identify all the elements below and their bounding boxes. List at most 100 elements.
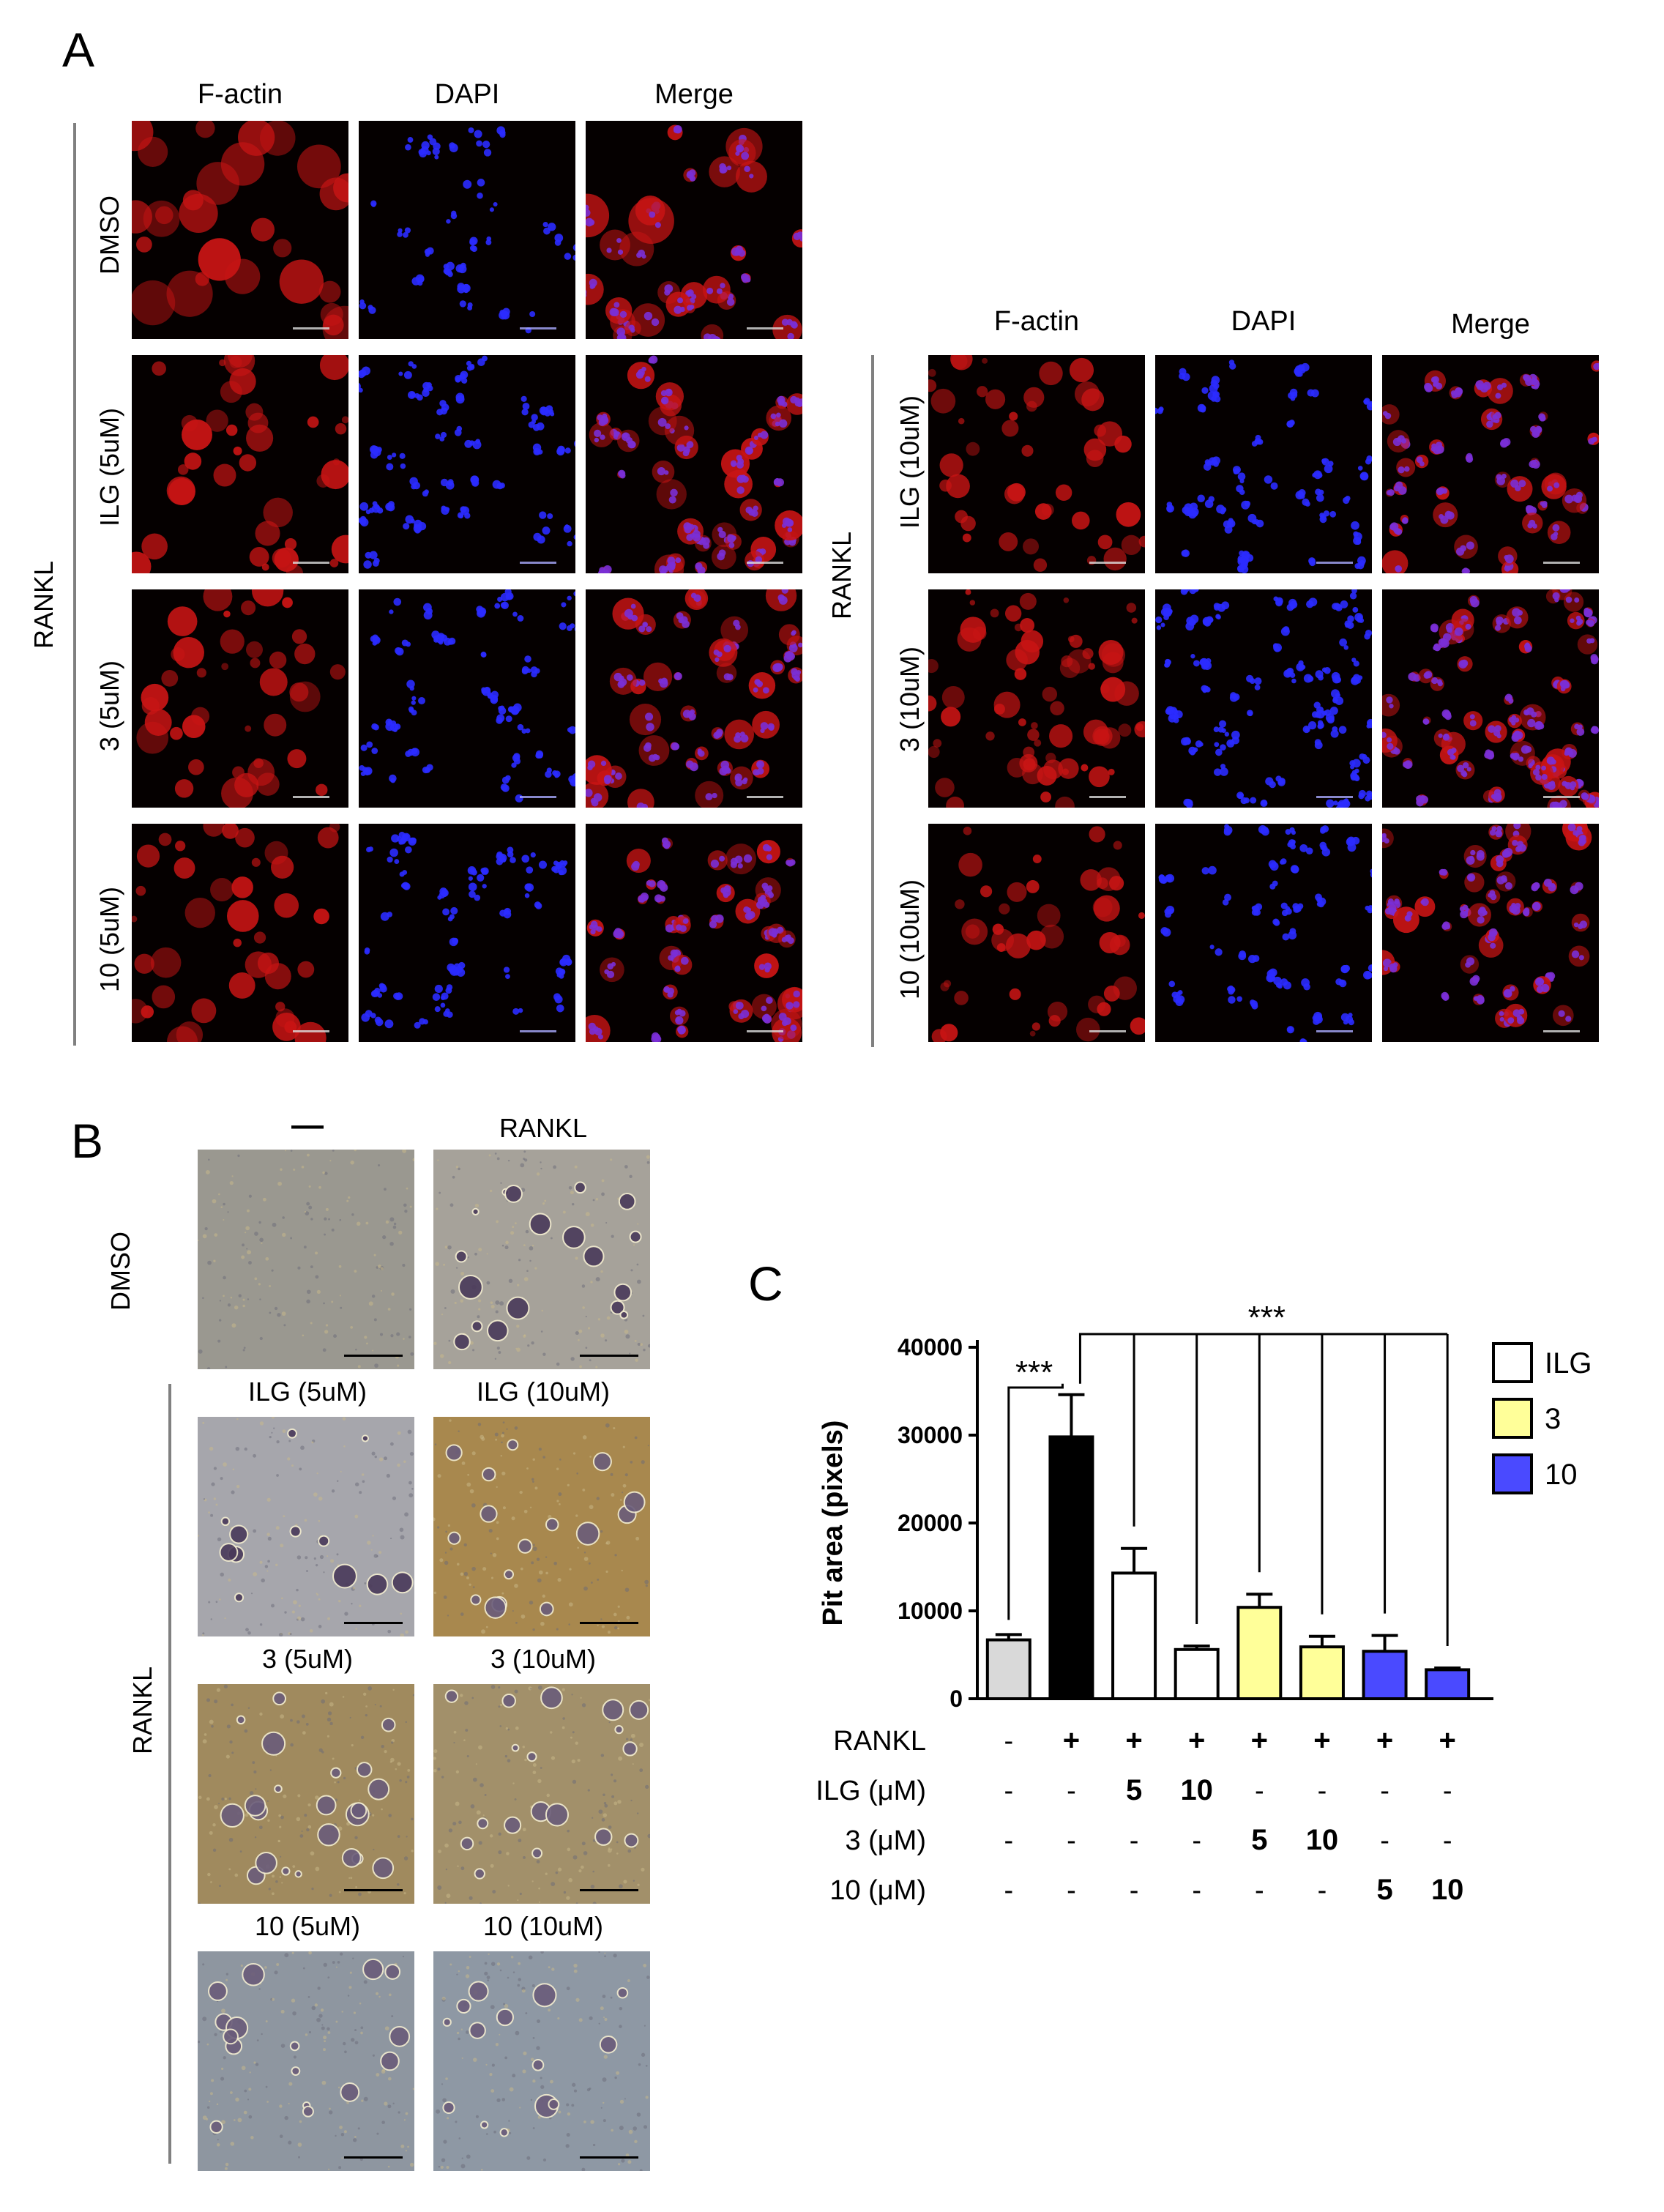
micrograph-ilg-10-merge: [1382, 355, 1599, 573]
pit-image-3-5: [198, 1684, 414, 1904]
row-label-10-5: 10 (5uM): [94, 886, 124, 993]
micrograph-dmso-dapi: [359, 121, 575, 339]
bar-2: [1048, 1435, 1094, 1700]
y-tick-label: 10000: [898, 1598, 963, 1624]
micrograph-dmso-factin: [132, 121, 348, 339]
table-cell: -: [1443, 1776, 1452, 1806]
micrograph-3-10-merge: [1382, 589, 1599, 808]
table-cell: -: [1255, 1776, 1264, 1806]
micrograph-ilg-5-merge: [586, 355, 802, 573]
sig-label-1: ***: [1015, 1355, 1053, 1390]
panel-a-left-group-label: RANKL: [29, 560, 59, 649]
legend-swatch-2: [1492, 1398, 1533, 1439]
table-row-label: 3 (μM): [845, 1825, 926, 1856]
panel-a-left-bracket: [73, 123, 76, 1046]
title-10-5: 10 (5uM): [254, 1911, 361, 1941]
y-tick-label: 0: [949, 1686, 963, 1712]
table-cell: -: [1380, 1825, 1389, 1856]
table-row-label: RANKL: [833, 1726, 926, 1757]
pit-image-dmso-rankl: [433, 1150, 650, 1369]
micrograph-ilg-10-dapi: [1155, 355, 1372, 573]
table-cell: +: [1188, 1724, 1205, 1757]
table-cell: 10: [1180, 1774, 1213, 1806]
table-cell: -: [1067, 1776, 1076, 1806]
micrograph-10-10-merge: [1382, 824, 1599, 1042]
bar-5: [1236, 1606, 1283, 1701]
sig-bracket-2: [1078, 1333, 1448, 1384]
table-cell: -: [1067, 1825, 1076, 1856]
panel-b-letter: B: [71, 1114, 104, 1168]
legend-swatch-3: [1492, 1453, 1533, 1494]
micrograph-ilg-5-factin: [132, 355, 348, 573]
col-header-merge-right: Merge: [1451, 309, 1530, 340]
table-cell: -: [1004, 1776, 1013, 1806]
table-cell: -: [1192, 1875, 1201, 1906]
table-cell: +: [1251, 1724, 1268, 1757]
table-cell: 5: [1251, 1824, 1267, 1856]
pit-area-chart: 0 10000 20000 30000 40000 Pit area (pixels) *…: [805, 1274, 1647, 1926]
row-label-dmso: DMSO: [94, 195, 124, 275]
pit-image-3-10: [433, 1684, 650, 1904]
panel-a-right-group-label: RANKL: [827, 531, 857, 620]
y-tick-label: 20000: [898, 1510, 963, 1536]
pit-area-chart-svg: 0 10000 20000 30000 40000 Pit area (pixels) *…: [816, 1300, 1592, 1906]
legend-label-3: 10: [1545, 1459, 1578, 1491]
pit-image-dmso-no-rankl: [198, 1150, 414, 1369]
title-ilg-5: ILG (5uM): [247, 1377, 368, 1407]
legend-swatch-1: [1492, 1342, 1533, 1383]
panel-a-right-bracket: [871, 355, 874, 1047]
micrograph-10-5-dapi: [359, 824, 575, 1042]
col-header-factin-right: F-actin: [993, 306, 1080, 337]
table-cell: -: [1067, 1875, 1076, 1906]
table-cell: +: [1063, 1724, 1080, 1757]
panel-c-letter: C: [748, 1256, 783, 1311]
legend-label-2: 3: [1545, 1403, 1561, 1435]
table-cell: +: [1376, 1724, 1393, 1757]
title-3-5: 3 (5uM): [261, 1644, 354, 1674]
table-cell: -: [1443, 1825, 1452, 1856]
micrograph-ilg-10-factin: [928, 355, 1145, 573]
micrograph-3-10-factin: [928, 589, 1145, 808]
sig-label-2: ***: [1248, 1300, 1286, 1336]
table-cell: -: [1380, 1776, 1389, 1806]
micrograph-10-10-factin: [928, 824, 1145, 1042]
micrograph-10-5-factin: [132, 824, 348, 1042]
sig-bracket-1: [1007, 1383, 1064, 1620]
panel-b-group-label: RANKL: [127, 1666, 157, 1755]
title-10-10: 10 (10uM): [482, 1911, 604, 1941]
table-cell: 10: [1306, 1824, 1339, 1856]
micrograph-3-5-dapi: [359, 589, 575, 808]
micrograph-3-5-merge: [586, 589, 802, 808]
table-cell: +: [1313, 1724, 1330, 1757]
table-cell: -: [1192, 1825, 1201, 1856]
table-cell: -: [1255, 1875, 1264, 1906]
table-row-label: 10 (μM): [829, 1875, 926, 1906]
row-label-3-5: 3 (5uM): [94, 660, 124, 752]
col-header-dapi-right: DAPI: [1231, 306, 1296, 337]
table-cell: -: [1130, 1875, 1139, 1906]
table-cell: 5: [1376, 1874, 1392, 1906]
bar-8: [1425, 1668, 1471, 1701]
row-label-10-10: 10 (10uM): [895, 879, 925, 1000]
pit-image-10-5: [198, 1951, 414, 2171]
table-row-label: ILG (μM): [816, 1776, 926, 1806]
pit-image-ilg-5: [198, 1417, 414, 1636]
bar-6: [1299, 1645, 1345, 1701]
table-cell: 5: [1126, 1774, 1142, 1806]
micrograph-dmso-merge: [586, 121, 802, 339]
row-label-b-dmso: DMSO: [105, 1232, 135, 1311]
col-header-dapi: DAPI: [434, 79, 500, 110]
micrograph-ilg-5-dapi: [359, 355, 575, 573]
bar-3: [1111, 1571, 1157, 1700]
bar-7: [1362, 1650, 1408, 1701]
y-axis-label: Pit area (pixels): [818, 1420, 848, 1626]
table-cell: 10: [1431, 1874, 1464, 1906]
y-tick-label: 30000: [898, 1422, 963, 1448]
panel-b-bracket: [168, 1384, 171, 2164]
title-ilg-10: ILG (10uM): [476, 1377, 611, 1407]
table-cell: -: [1318, 1776, 1327, 1806]
table-cell: +: [1125, 1724, 1142, 1757]
legend-label-1: ILG: [1545, 1347, 1592, 1379]
table-cell: +: [1439, 1724, 1456, 1757]
pit-image-ilg-10: [433, 1417, 650, 1636]
